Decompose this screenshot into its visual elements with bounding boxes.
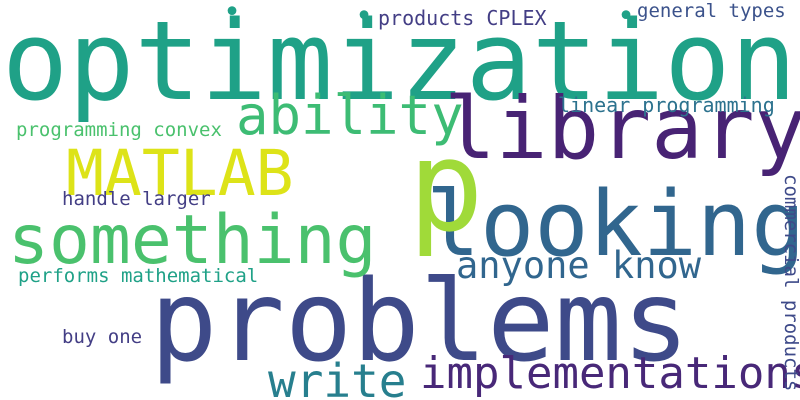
word-write: write [268,354,407,400]
word-dot: • [355,0,374,34]
word-ability: ability [236,84,464,147]
word-implementations: implementations [420,348,800,399]
word-dot: • [223,0,242,30]
word-handle-larger: handle larger [62,188,211,210]
word-commercial-products: commercial products [780,174,800,392]
word-problems: problems [150,257,690,387]
word-looking: looking [426,172,800,277]
word-linear-programming: linear programming [558,93,775,117]
word-general-types: general types [637,0,786,22]
word-buy-one: buy one [62,326,143,348]
word-optimization: optimization [2,0,797,125]
word-p: p [408,113,484,260]
word-something: something [8,201,377,280]
word-programming-convex: programming convex [16,119,222,141]
word-dot: • [617,0,636,34]
word-library: library [444,79,800,179]
word-matlab: MATLAB [66,137,294,210]
word-performs-mathematical: performs mathematical [18,265,259,287]
word-anyone-know: anyone know [456,244,702,287]
word-products-cplex: products CPLEX [378,6,547,30]
